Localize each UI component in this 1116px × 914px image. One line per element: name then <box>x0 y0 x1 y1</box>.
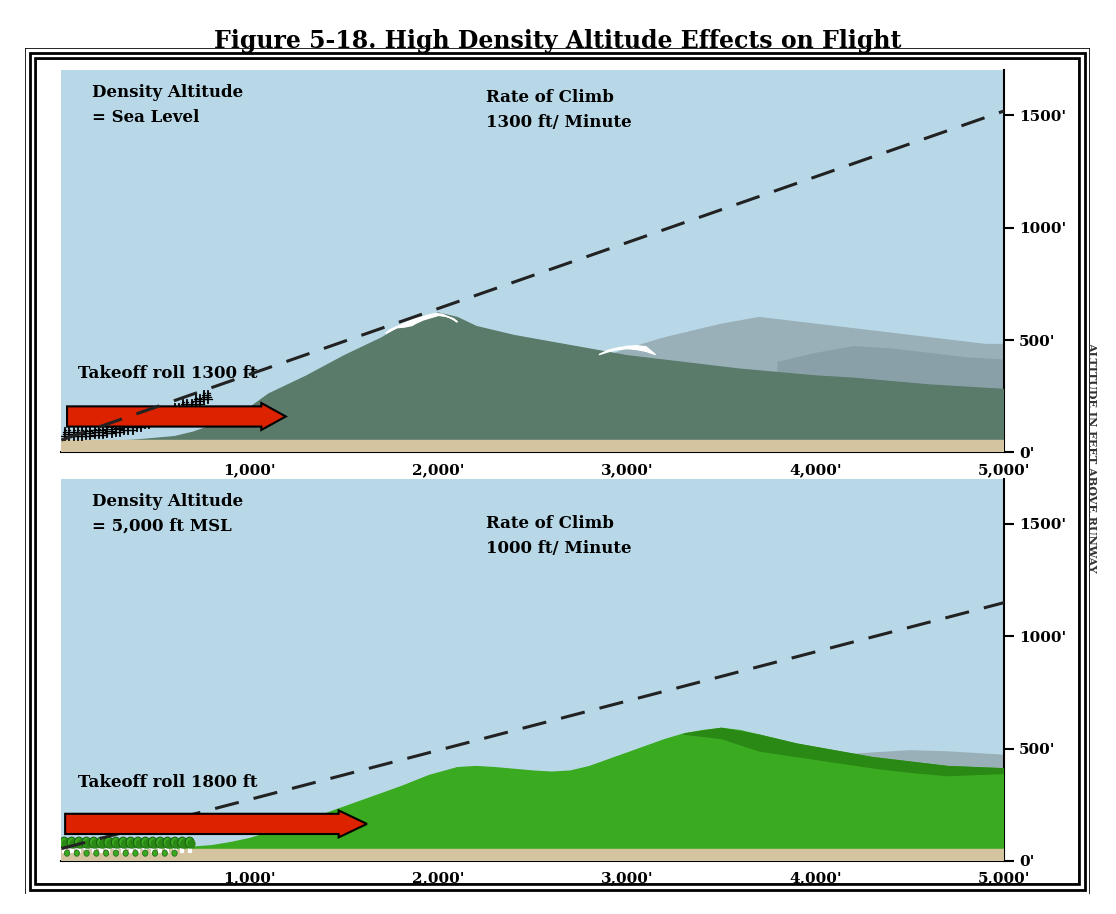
Circle shape <box>107 840 114 848</box>
Circle shape <box>162 850 167 856</box>
Circle shape <box>70 840 77 848</box>
Circle shape <box>118 837 127 848</box>
Circle shape <box>152 840 158 848</box>
Circle shape <box>112 837 121 848</box>
Circle shape <box>136 840 143 848</box>
Bar <box>61 440 1004 452</box>
Text: Takeoff roll 1300 ft: Takeoff roll 1300 ft <box>78 366 258 382</box>
Circle shape <box>85 840 92 848</box>
Circle shape <box>153 850 157 856</box>
Circle shape <box>123 850 128 856</box>
Text: Figure 5-18. High Density Altitude Effects on Flight: Figure 5-18. High Density Altitude Effec… <box>214 29 902 53</box>
Circle shape <box>81 837 90 848</box>
Text: Takeoff roll 1800 ft: Takeoff roll 1800 ft <box>78 774 258 791</box>
Circle shape <box>126 837 135 848</box>
Polygon shape <box>722 751 1004 861</box>
Circle shape <box>62 840 69 848</box>
Text: = 5,000 ft MSL: = 5,000 ft MSL <box>92 517 231 535</box>
Circle shape <box>113 850 118 856</box>
Circle shape <box>94 850 99 856</box>
Circle shape <box>185 837 194 848</box>
Circle shape <box>77 840 84 848</box>
Text: Density Altitude: Density Altitude <box>92 84 242 101</box>
Circle shape <box>189 840 195 848</box>
Circle shape <box>84 850 89 856</box>
Circle shape <box>155 837 165 848</box>
Circle shape <box>104 837 113 848</box>
Circle shape <box>133 850 138 856</box>
Polygon shape <box>61 728 1004 861</box>
Text: Rate of Climb: Rate of Climb <box>485 89 614 106</box>
Circle shape <box>67 837 76 848</box>
Circle shape <box>166 840 173 848</box>
Text: ALTITUDE IN FEET ABOVE RUNWAY: ALTITUDE IN FEET ABOVE RUNWAY <box>1086 342 1097 572</box>
Circle shape <box>59 837 69 848</box>
Polygon shape <box>386 314 458 334</box>
Text: Density Altitude: Density Altitude <box>92 493 242 510</box>
Polygon shape <box>684 728 1004 776</box>
Circle shape <box>158 840 165 848</box>
Circle shape <box>144 840 151 848</box>
Circle shape <box>143 850 147 856</box>
Circle shape <box>104 850 108 856</box>
Text: 1300 ft/ Minute: 1300 ft/ Minute <box>485 113 632 131</box>
Circle shape <box>93 840 99 848</box>
Circle shape <box>74 850 79 856</box>
Polygon shape <box>551 317 1004 452</box>
Circle shape <box>129 840 136 848</box>
Circle shape <box>171 837 180 848</box>
Circle shape <box>99 840 106 848</box>
Text: Rate of Climb: Rate of Climb <box>485 515 614 532</box>
Circle shape <box>122 840 128 848</box>
Circle shape <box>65 850 69 856</box>
Text: 1000 ft/ Minute: 1000 ft/ Minute <box>485 540 632 558</box>
Text: = Sea Level: = Sea Level <box>92 109 199 126</box>
Polygon shape <box>778 346 1004 452</box>
Polygon shape <box>61 314 1004 452</box>
Circle shape <box>114 840 122 848</box>
FancyArrow shape <box>65 811 367 837</box>
Circle shape <box>75 837 84 848</box>
Bar <box>61 848 1004 861</box>
Circle shape <box>181 840 187 848</box>
Circle shape <box>163 837 172 848</box>
Circle shape <box>172 850 177 856</box>
Circle shape <box>173 840 180 848</box>
Circle shape <box>89 837 98 848</box>
Circle shape <box>177 837 186 848</box>
FancyArrow shape <box>67 403 286 430</box>
Circle shape <box>134 837 143 848</box>
Polygon shape <box>599 345 655 355</box>
Circle shape <box>97 837 106 848</box>
Circle shape <box>141 837 150 848</box>
Circle shape <box>148 837 157 848</box>
